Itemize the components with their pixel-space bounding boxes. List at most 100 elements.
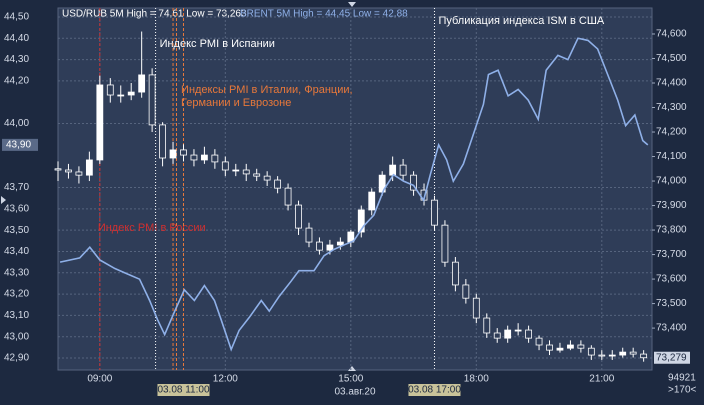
candle-body — [232, 169, 240, 172]
candle-body — [190, 154, 198, 161]
candle-body — [587, 347, 595, 356]
y-tick-label: 44,00 — [4, 118, 29, 129]
annotation: Публикация индекса ISM в США — [438, 15, 604, 27]
candle-body — [483, 317, 491, 334]
date-label: 03.08 11:00 — [157, 385, 210, 396]
candle-body — [357, 209, 365, 233]
candle-body — [253, 173, 261, 177]
candle-body — [316, 241, 323, 251]
current-value-label: 43,90 — [6, 140, 31, 151]
date-label-box — [408, 384, 461, 396]
y2-tick-label: 73,600 — [656, 274, 687, 285]
y2-tick-label: 74,200 — [656, 127, 687, 138]
candle-body — [274, 179, 282, 189]
candle-body — [629, 351, 637, 355]
y2-tick-label: 74,300 — [656, 102, 687, 113]
y-tick-label: 44,30 — [4, 54, 29, 65]
plot-area — [57, 7, 653, 371]
candle-body — [399, 164, 407, 176]
annotation: Индекс PMI в Испании — [160, 38, 275, 50]
candle-body — [326, 244, 334, 251]
y2-tick-label: 73,900 — [656, 200, 687, 211]
candle-body — [472, 297, 480, 319]
candle-body — [263, 175, 271, 181]
candle-body — [336, 241, 344, 246]
candle-body — [567, 344, 574, 349]
candle-body — [96, 84, 104, 161]
x-tick-label: 21:00 — [589, 374, 614, 385]
date-label: 03.авг.20 — [334, 387, 376, 398]
series-header: BRENT 5M High = 44,45 Low = 42,88 — [240, 9, 408, 20]
candle-body — [556, 347, 564, 351]
candle-body — [389, 164, 397, 176]
candle-body — [410, 174, 417, 191]
y-tick-label: 43,60 — [4, 203, 29, 214]
y-tick-label: 44,40 — [4, 33, 29, 44]
candle-body — [54, 168, 62, 171]
date-label: 03.08 17:00 — [408, 385, 461, 396]
candle-body — [159, 124, 166, 159]
series-header: USD/RUB 5M High = 74,61 Low = 73,263 — [62, 9, 247, 20]
candle-body — [619, 351, 627, 356]
candle-body — [535, 337, 543, 346]
candle-body — [608, 354, 616, 357]
candle-body — [525, 329, 532, 339]
candle-body — [504, 329, 512, 339]
x-tick-label: 12:00 — [213, 374, 238, 385]
candle-body — [106, 84, 114, 96]
y-tick-label: 44,20 — [4, 76, 29, 87]
scroll-marker — [348, 2, 356, 7]
y-tick-label: 43,70 — [4, 182, 29, 193]
candle-body — [441, 224, 449, 263]
footer-label: >170< — [668, 385, 697, 396]
x-tick-label: 18:00 — [464, 374, 489, 385]
candle-body — [514, 329, 522, 332]
y2-tick-label: 74,500 — [656, 53, 687, 64]
candle-body — [169, 149, 177, 159]
candle-body — [148, 74, 156, 126]
candle-body — [284, 187, 292, 206]
y-tick-label: 43,00 — [4, 331, 29, 342]
scroll-marker — [348, 366, 356, 371]
candle-body — [462, 284, 470, 299]
annotation: Индекс PMI в России — [98, 222, 206, 234]
y2-tick-label: 73,700 — [656, 249, 687, 260]
candle-body — [180, 149, 187, 156]
series-line — [59, 37, 649, 352]
y-tick-label: 43,50 — [4, 225, 29, 236]
y2-tick-label: 74,100 — [656, 151, 687, 162]
candle-body — [451, 261, 459, 286]
y2-tick-label: 74,400 — [656, 78, 687, 89]
candle-body — [546, 344, 553, 351]
y-tick-label: 43,10 — [4, 310, 29, 321]
candle-body — [221, 161, 229, 171]
candle-body — [368, 191, 376, 211]
candle-body — [493, 332, 501, 339]
candle-body — [117, 94, 125, 97]
y-tick-label: 44,50 — [4, 12, 29, 23]
y2-tick-label: 73,400 — [656, 323, 687, 334]
candle-body — [65, 169, 72, 173]
current-value-box — [2, 138, 38, 151]
current-value-box — [654, 351, 690, 364]
date-label-box — [157, 384, 210, 396]
candle-body — [211, 154, 219, 163]
y2-tick-label: 73,800 — [656, 225, 687, 236]
annotation: Германии и Еврозоне — [181, 97, 291, 109]
candle-body — [127, 91, 135, 96]
candle-body — [201, 154, 208, 161]
candle-body — [305, 227, 313, 243]
candle-body — [242, 169, 250, 175]
y-tick-label: 42,90 — [4, 353, 29, 364]
candle-body — [75, 171, 83, 176]
y2-tick-label: 73,500 — [656, 298, 687, 309]
candle-body — [431, 199, 438, 226]
candle-body — [295, 204, 302, 229]
x-tick-label: 15:00 — [338, 374, 363, 385]
x-tick-label: 09:00 — [87, 374, 112, 385]
annotation: Индексы PMI в Италии, Франции, — [181, 84, 353, 96]
y2-tick-label: 74,600 — [656, 29, 687, 40]
y2-tick-label: 74,000 — [656, 176, 687, 187]
candle-body — [640, 353, 648, 359]
